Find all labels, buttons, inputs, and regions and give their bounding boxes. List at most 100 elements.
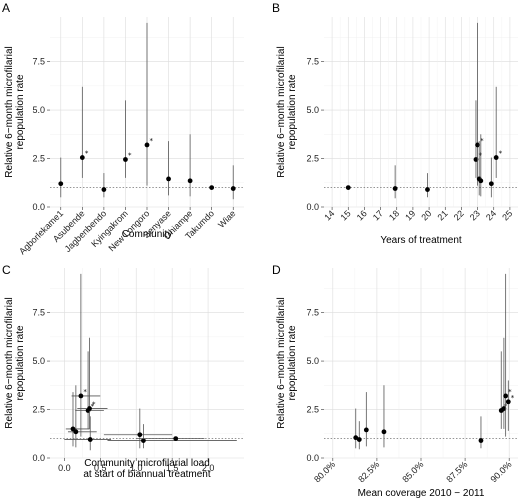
- x-axis-title-line: Community microfilarial load: [84, 458, 210, 469]
- x-tick-label: 15: [339, 208, 353, 222]
- x-axis-title-line: Community: [122, 229, 173, 240]
- data-point: [356, 437, 362, 442]
- panel-label: B: [272, 1, 280, 15]
- x-tick-label: 2.0: [202, 463, 215, 473]
- data-point: [137, 432, 143, 438]
- significance-marker: *: [508, 388, 512, 396]
- y-axis-title-line: Relative 6−month microfilarial: [276, 297, 287, 428]
- data-point: [73, 429, 79, 435]
- x-axis-title-line: Mean coverage 2010 − 2011: [358, 488, 485, 499]
- data-point: [425, 187, 430, 192]
- x-axis-title: Mean coverage 2010 − 2011: [358, 488, 485, 499]
- data-point: [493, 155, 499, 160]
- data-point: [503, 393, 509, 399]
- x-tick-label: 14: [322, 208, 336, 222]
- y-axis-title-line: Relative 6−month microfilarial: [276, 46, 287, 177]
- data-point: [473, 157, 479, 162]
- panel-d: 0.02.55.07.580.0%82.5%85.0%87.5%90.0%***…: [272, 263, 518, 499]
- x-axis-title: Community microfilarial load at start of …: [83, 458, 211, 480]
- data-point: [141, 438, 146, 443]
- x-axis-title-line: Years of treatment: [380, 235, 462, 246]
- panel-label: A: [2, 1, 10, 15]
- y-axis-title: Relative 6−month microfilarialrepopulati…: [4, 46, 26, 177]
- x-tick-label: 87.5%: [444, 459, 469, 484]
- data-point: [345, 185, 351, 191]
- data-point: [58, 181, 64, 187]
- y-axis-title-line: Relative 6−month microfilarial: [4, 297, 15, 428]
- data-point: [478, 178, 484, 184]
- data-point: [78, 393, 84, 399]
- y-tick-label: 7.5: [306, 57, 319, 67]
- y-tick-label: 0.0: [306, 202, 319, 212]
- y-tick-label: 5.0: [306, 356, 319, 366]
- y-axis-title: Relative 6−month microfilarialrepopulati…: [276, 297, 298, 428]
- plot-background: [50, 268, 244, 458]
- data-point: [187, 178, 193, 184]
- data-point: [353, 435, 359, 441]
- x-tick-label: 90.0%: [488, 459, 513, 484]
- y-tick-label: 5.0: [32, 105, 45, 115]
- y-tick-label: 5.0: [306, 105, 319, 115]
- y-tick-label: 0.0: [306, 453, 319, 463]
- y-tick-label: 5.0: [32, 356, 45, 366]
- x-axis-title: Community: [122, 229, 173, 240]
- significance-marker: *: [91, 403, 95, 411]
- data-point: [144, 142, 150, 148]
- data-point: [478, 438, 484, 443]
- data-point: [363, 427, 369, 433]
- x-tick-label: 24: [484, 208, 498, 222]
- panel-b: 0.02.55.07.514 15 16 17 18 19 20 21 22 23 24 25***R…: [272, 1, 518, 246]
- data-point: [123, 157, 128, 162]
- x-tick-label: 21: [436, 208, 450, 222]
- data-point: [381, 429, 387, 435]
- y-tick-label: 2.5: [32, 405, 45, 415]
- data-point: [230, 186, 236, 191]
- significance-marker: *: [480, 137, 484, 145]
- significance-marker: *: [92, 401, 96, 409]
- x-tick-label: 23: [468, 208, 482, 222]
- x-tick-label: 25: [500, 208, 514, 222]
- data-point: [87, 406, 92, 411]
- data-point: [101, 187, 107, 192]
- data-point: [166, 176, 171, 182]
- panel-label: C: [2, 263, 11, 277]
- x-tick-label: 1.5: [166, 463, 179, 473]
- y-tick-label: 2.5: [306, 405, 319, 415]
- panel-label: D: [272, 263, 281, 277]
- y-axis-title-line: repopulation rate: [287, 74, 298, 149]
- data-point: [209, 185, 215, 191]
- y-axis-title: Relative 6−month microfilarialrepopulati…: [276, 46, 298, 177]
- data-point: [501, 406, 507, 411]
- significance-marker: *: [499, 150, 503, 158]
- x-tick-label: 19: [403, 208, 417, 222]
- significance-marker: *: [511, 394, 515, 402]
- panel-c: 0.02.55.07.50.0 0.5 1.0 1.5 2.0***Relative 6…: [2, 263, 244, 480]
- y-axis-title-line: repopulation rate: [287, 325, 298, 400]
- x-tick-label: 82.5%: [356, 459, 381, 484]
- x-tick-label: 85.0%: [400, 459, 425, 484]
- y-tick-label: 7.5: [306, 308, 319, 318]
- y-tick-label: 2.5: [32, 154, 45, 164]
- x-tick-label: 20: [419, 208, 433, 222]
- x-tick-label: 80.0%: [312, 459, 337, 484]
- x-tick-label: 16: [355, 208, 369, 222]
- y-tick-label: 2.5: [306, 154, 319, 164]
- data-point: [475, 142, 480, 148]
- x-tick-label: 0.5: [94, 463, 107, 473]
- significance-marker: *: [150, 137, 154, 145]
- significance-marker: *: [85, 150, 89, 158]
- x-tick-label: 18: [387, 208, 401, 222]
- data-point: [87, 437, 93, 442]
- x-tick-label: 0.0: [58, 463, 71, 473]
- data-point: [505, 399, 511, 405]
- y-axis-title-line: repopulation rate: [15, 325, 26, 400]
- y-tick-label: 0.0: [32, 453, 45, 463]
- y-tick-label: 7.5: [32, 57, 45, 67]
- x-axis-title-line: at start of biannual treatment: [83, 469, 211, 480]
- x-tick-label: 17: [371, 208, 385, 222]
- x-tick-label: Wiae: [216, 208, 238, 230]
- panel-a: 0.02.55.07.5Agborlekame1AsubendeJagbenbe…: [2, 1, 244, 256]
- significance-marker: *: [83, 388, 87, 396]
- data-point: [488, 181, 494, 187]
